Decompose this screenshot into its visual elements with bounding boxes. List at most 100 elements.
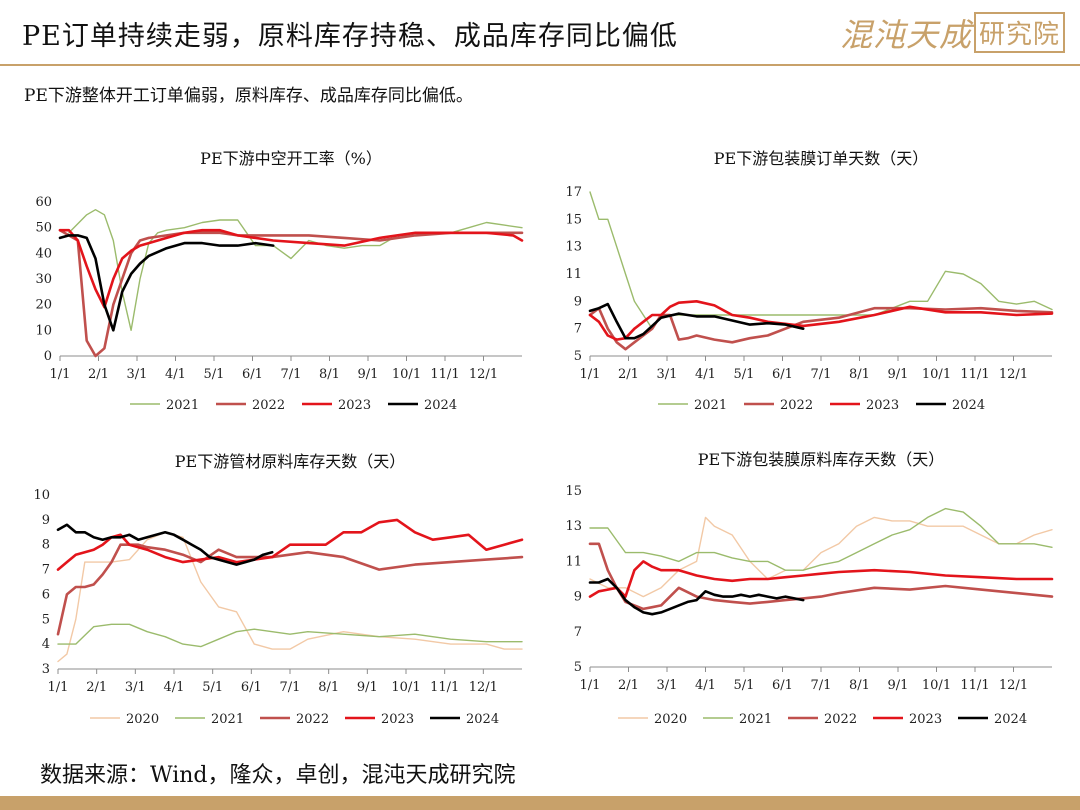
- x-tick-label: 12/1: [469, 680, 498, 695]
- chart-title: PE下游管材原料库存天数（天）: [175, 452, 405, 471]
- x-tick-label: 10/1: [922, 367, 951, 382]
- legend-label-2023: 2023: [381, 712, 414, 727]
- y-tick-label: 15: [565, 212, 582, 227]
- series-line-2021: [589, 191, 1053, 330]
- y-tick-label: 20: [35, 298, 52, 313]
- x-tick-label: 2/1: [618, 678, 639, 693]
- legend-label-2022: 2022: [252, 398, 285, 413]
- logo-text: 混沌天成: [840, 16, 973, 54]
- x-tick-label: 4/1: [695, 678, 716, 693]
- y-tick-label: 50: [35, 221, 52, 236]
- chart-pipe-raw-inventory-days: PE下游管材原料库存天数（天） 3 4 5 6 7 8 9 10 1/1 2/1 3/1 4/1 5/1 6…: [20, 443, 540, 743]
- y-tick-label: 8: [42, 538, 50, 553]
- x-tick-label: 11/1: [960, 367, 989, 382]
- chart-title: PE下游中空开工率（%）: [200, 149, 382, 168]
- series-line-2022: [588, 542, 1054, 611]
- series-line-2024: [588, 577, 805, 616]
- legend-label-2024: 2024: [994, 712, 1027, 727]
- x-tick-label: 4/1: [165, 367, 186, 382]
- series-line-2024: [56, 523, 274, 566]
- series-line-2022: [588, 306, 1054, 351]
- chart-svg: PE下游中空开工率（%） 0 10 20 30 40 50 60 1/1 2/1 3/1 4/1 5/1…: [35, 149, 524, 413]
- x-tick-label: 1/1: [580, 367, 601, 382]
- series-line-2022: [56, 543, 524, 636]
- header: PE订单持续走弱，原料库存持稳、成品库存同比偏低 混沌天成 研究院: [0, 0, 1080, 70]
- x-tick-label: 12/1: [999, 367, 1028, 382]
- series-line-2020: [57, 531, 523, 663]
- y-tick-label: 13: [565, 240, 582, 255]
- x-tick-label: 2/1: [88, 367, 109, 382]
- x-tick-label: 3/1: [127, 367, 148, 382]
- y-tick-label: 9: [42, 513, 50, 528]
- y-tick-label: 0: [44, 349, 52, 364]
- chart-hollow-operating-rate: PE下游中空开工率（%） 0 10 20 30 40 50 60 1/1 2/1 3/1 4/1 5/1…: [20, 140, 540, 430]
- y-tick-label: 4: [42, 637, 50, 652]
- x-tick-label: 1/1: [580, 678, 601, 693]
- legend-label-2021: 2021: [694, 398, 727, 413]
- legend-label-2023: 2023: [909, 712, 942, 727]
- x-tick-label: 5/1: [734, 367, 755, 382]
- x-tick-label: 7/1: [280, 680, 301, 695]
- y-tick-label: 17: [565, 185, 582, 200]
- x-tick-label: 2/1: [618, 367, 639, 382]
- x-tick-label: 11/1: [960, 678, 989, 693]
- legend-label-2023: 2023: [338, 398, 371, 413]
- legend-label-2024: 2024: [424, 398, 457, 413]
- x-tick-label: 4/1: [695, 367, 716, 382]
- legend-label-2024: 2024: [952, 398, 985, 413]
- x-tick-label: 5/1: [202, 680, 223, 695]
- page-subtitle: PE下游整体开工订单偏弱，原料库存、成品库存同比偏低。: [24, 86, 473, 106]
- legend-label-2022: 2022: [296, 712, 329, 727]
- y-tick-label: 5: [574, 349, 582, 364]
- x-tick-label: 1/1: [50, 367, 71, 382]
- logo-stamp: 研究院: [974, 12, 1066, 53]
- x-tick-label: 12/1: [469, 367, 498, 382]
- x-tick-label: 10/1: [391, 680, 420, 695]
- legend-label-2021: 2021: [211, 712, 244, 727]
- y-tick-label: 5: [574, 660, 582, 675]
- footer-band: [0, 796, 1080, 810]
- x-tick-label: 6/1: [772, 678, 793, 693]
- header-divider: [0, 64, 1080, 66]
- x-tick-label: 5/1: [734, 678, 755, 693]
- y-tick-label: 30: [35, 272, 52, 287]
- y-tick-label: 40: [35, 246, 52, 261]
- x-tick-label: 6/1: [242, 367, 263, 382]
- y-tick-label: 13: [565, 519, 582, 534]
- y-tick-label: 5: [42, 612, 50, 627]
- series-line-2023: [588, 560, 1054, 598]
- legend-label-2020: 2020: [126, 712, 159, 727]
- series-line-2023: [58, 228, 524, 309]
- x-tick-label: 7/1: [811, 367, 832, 382]
- page-title: PE订单持续走弱，原料库存持稳、成品库存同比偏低: [22, 21, 678, 52]
- y-tick-label: 7: [574, 322, 582, 337]
- brand-logo: 混沌天成 研究院: [840, 10, 1066, 56]
- y-tick-label: 11: [565, 554, 582, 569]
- series-line-2022: [58, 228, 524, 358]
- x-tick-label: 11/1: [430, 367, 459, 382]
- x-tick-label: 3/1: [657, 678, 678, 693]
- x-tick-label: 11/1: [430, 680, 459, 695]
- x-tick-label: 6/1: [772, 367, 793, 382]
- series-line-2020: [589, 516, 1053, 598]
- legend-label-2024: 2024: [466, 712, 499, 727]
- series-line-2021: [589, 507, 1053, 571]
- x-tick-label: 2/1: [86, 680, 107, 695]
- x-tick-label: 8/1: [849, 678, 870, 693]
- legend-label-2021: 2021: [166, 398, 199, 413]
- legend-label-2020: 2020: [654, 712, 687, 727]
- x-tick-label: 8/1: [849, 367, 870, 382]
- chart-svg: PE下游包装膜订单天数（天） 5 7 9 11 13 15 17 1/1 2/1 3/1 4/1 5/1…: [565, 149, 1054, 413]
- y-tick-label: 9: [574, 590, 582, 605]
- series-line-2021: [57, 623, 523, 648]
- x-tick-label: 9/1: [888, 367, 909, 382]
- chart-title: PE下游包装膜订单天数（天）: [714, 149, 928, 168]
- chart-svg: PE下游管材原料库存天数（天） 3 4 5 6 7 8 9 10 1/1 2/1 3/1 4/1 5/1 6…: [33, 452, 524, 727]
- x-tick-label: 7/1: [281, 367, 302, 382]
- x-tick-label: 12/1: [999, 678, 1028, 693]
- x-tick-label: 10/1: [392, 367, 421, 382]
- series-line-2021: [68, 208, 523, 332]
- series-line-2024: [588, 302, 805, 340]
- x-tick-label: 8/1: [318, 680, 339, 695]
- chart-svg: PE下游包装膜原料库存天数（天） 5 7 9 11 13 15 1/1 2/1 3/1 4/1 5/1…: [565, 450, 1054, 727]
